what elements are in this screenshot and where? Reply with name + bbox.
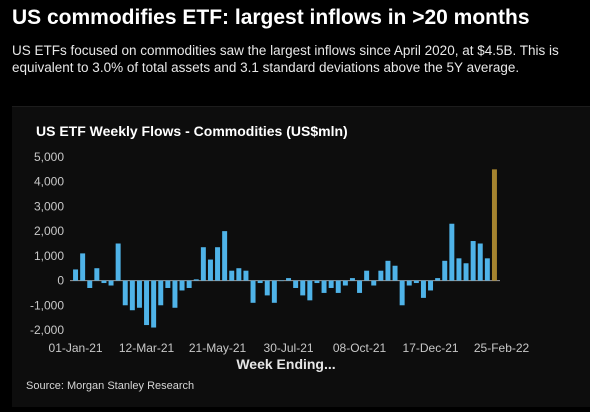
bar <box>108 280 114 286</box>
bar <box>349 278 355 281</box>
bar <box>151 280 157 328</box>
bar <box>193 279 199 281</box>
bar <box>477 243 483 281</box>
bar <box>222 231 228 281</box>
bar <box>442 260 448 281</box>
bar <box>122 280 128 306</box>
bar <box>470 241 476 281</box>
y-tick-label: 5,000 <box>34 150 64 164</box>
bar <box>243 270 249 281</box>
x-axis-ticks: 01-Jan-21 12-Mar-21 21-May-21 30-Jul-21 08-O… <box>49 341 530 355</box>
bar <box>278 280 284 282</box>
bar <box>435 278 441 281</box>
bar <box>420 280 426 298</box>
bar <box>364 270 370 281</box>
bar <box>144 280 150 326</box>
subtext: US ETFs focused on commodities saw the l… <box>12 43 559 75</box>
bar <box>321 280 327 293</box>
bar <box>463 263 469 281</box>
chart-panel: US ETF Weekly Flows - Commodities (US$ml… <box>12 106 590 407</box>
bar <box>200 247 206 281</box>
bar <box>186 280 192 288</box>
bar <box>115 243 121 281</box>
bar <box>264 280 270 296</box>
bar <box>87 280 93 288</box>
bar <box>484 258 490 281</box>
bar <box>172 280 178 308</box>
bar <box>271 280 277 303</box>
bar <box>136 280 142 308</box>
bar <box>314 280 320 284</box>
bar <box>428 280 434 291</box>
bar <box>392 265 398 281</box>
x-tick-label: 08-Oct-21 <box>333 341 387 355</box>
bar <box>215 247 221 281</box>
bar <box>158 280 164 306</box>
bar <box>80 253 86 281</box>
bar <box>257 280 263 284</box>
y-axis-ticks: 5,000 4,000 3,000 2,000 1,000 0 -1,000 -2,000 <box>30 150 64 337</box>
y-tick-label: -2,000 <box>30 323 64 337</box>
x-tick-label: 01-Jan-21 <box>49 341 103 355</box>
y-tick-label: 4,000 <box>34 175 64 189</box>
bar <box>406 280 412 286</box>
bar <box>371 280 377 286</box>
x-tick-label: 17-Dec-21 <box>403 341 459 355</box>
bars <box>73 169 497 328</box>
chart: US ETF Weekly Flows - Commodities (US$ml… <box>26 123 530 392</box>
bar <box>286 278 292 281</box>
bar <box>456 258 462 281</box>
bar <box>129 280 135 311</box>
bar <box>165 280 171 288</box>
x-axis-label: Week Ending... <box>236 356 335 372</box>
bar <box>250 280 256 303</box>
bar <box>385 260 391 281</box>
bar <box>207 259 213 281</box>
bar <box>357 280 363 293</box>
bar <box>378 270 384 281</box>
bar <box>229 270 235 281</box>
x-tick-label: 30-Jul-21 <box>264 341 314 355</box>
x-tick-label: 12-Mar-21 <box>119 341 175 355</box>
y-tick-label: 1,000 <box>34 249 64 263</box>
x-tick-label: 25-Feb-22 <box>474 341 530 355</box>
bar <box>73 269 79 281</box>
chart-title: US ETF Weekly Flows - Commodities (US$ml… <box>36 123 348 139</box>
bar <box>300 280 306 296</box>
source-note: Source: Morgan Stanley Research <box>26 380 194 392</box>
bar <box>413 280 419 284</box>
y-tick-label: 3,000 <box>34 199 64 213</box>
bar <box>342 280 348 286</box>
bar <box>307 280 313 301</box>
headline: US commodifies ETF: largest inflows in >… <box>12 6 530 29</box>
bar <box>236 268 242 281</box>
bar-highlight <box>491 169 497 281</box>
bar <box>399 280 405 306</box>
bar <box>328 280 334 288</box>
bar <box>293 280 299 288</box>
y-tick-label: 0 <box>57 274 64 288</box>
bar <box>94 268 100 281</box>
x-tick-label: 21-May-21 <box>189 341 247 355</box>
bar <box>179 280 185 291</box>
y-tick-label: -1,000 <box>30 298 64 312</box>
bar <box>449 223 455 281</box>
y-tick-label: 2,000 <box>34 224 64 238</box>
bar <box>101 280 107 284</box>
bar <box>335 280 341 293</box>
